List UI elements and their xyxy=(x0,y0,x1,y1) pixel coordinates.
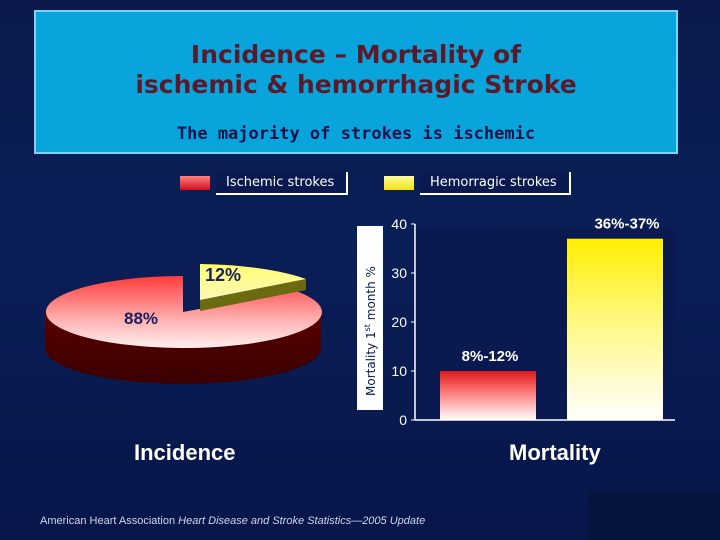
ylabel-box xyxy=(357,226,383,410)
y-tick-label: 20 xyxy=(391,314,407,330)
title-line-2: ischemic & hemorrhagic Stroke xyxy=(135,70,577,99)
bar-label-ischemic: 8%-12% xyxy=(462,348,519,365)
page-title: Incidence – Mortality of ischemic & hemo… xyxy=(36,40,676,100)
bar-ischemic xyxy=(440,371,536,420)
legend-item-ischemic: Ischemic strokes xyxy=(180,171,349,195)
source-title: Heart Disease and Stroke Statistics—2005… xyxy=(178,515,426,527)
source-prefix: American Heart Association xyxy=(40,515,179,527)
bar-hemorrhagic xyxy=(567,238,663,420)
legend-swatch-ischemic xyxy=(180,176,210,190)
y-tick-label: 40 xyxy=(391,216,407,232)
incidence-label: Incidence xyxy=(134,440,236,465)
y-tick-label: 30 xyxy=(391,265,407,281)
legend-label-hemorrhagic: Hemorragic strokes xyxy=(420,171,571,195)
legend-label-ischemic: Ischemic strokes xyxy=(216,171,349,195)
title-line-1: Incidence – Mortality of xyxy=(190,40,522,69)
corner-box xyxy=(588,490,720,540)
legend-swatch-hemorrhagic xyxy=(384,176,414,190)
title-banner: Incidence – Mortality of ischemic & hemo… xyxy=(34,10,678,154)
y-tick-label: 0 xyxy=(399,412,407,428)
mortality-label: Mortality xyxy=(509,440,601,465)
page-subtitle: The majority of strokes is ischemic xyxy=(176,124,536,144)
source-footer: American Heart Association Heart Disease… xyxy=(40,515,425,527)
y-tick-label: 10 xyxy=(391,363,407,379)
legend-item-hemorrhagic: Hemorragic strokes xyxy=(384,171,571,195)
bar-label-hemorrhagic: 36%-37% xyxy=(594,216,659,233)
